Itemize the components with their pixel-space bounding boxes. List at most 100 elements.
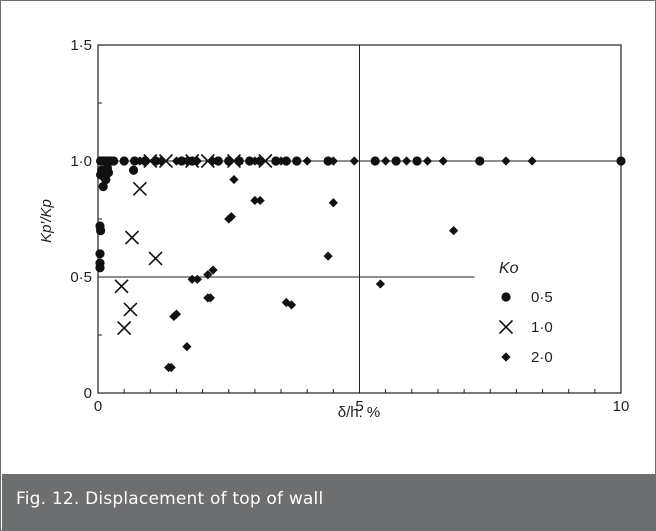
data-point-diamond [171, 156, 182, 166]
x-axis-label: δ/h: % [338, 404, 381, 421]
data-point-diamond [401, 156, 412, 166]
data-point-circle [96, 226, 106, 236]
figure-caption: Fig. 12. Displacement of top of wall [16, 489, 324, 509]
data-point-diamond [135, 156, 145, 166]
legend: Ko 0·5 1·0 2·0 [498, 260, 553, 366]
data-point-cross [158, 153, 174, 169]
cross-stroke [498, 319, 514, 335]
y-tick-label: 1·5 [70, 37, 92, 54]
data-point-diamond [328, 198, 338, 208]
data-point-circle [95, 249, 105, 259]
data-point-diamond [203, 270, 213, 280]
data-point-cross [124, 230, 140, 245]
data-point-diamond [182, 156, 192, 166]
cross-stroke [123, 302, 138, 317]
legend-label: 1·0 [531, 319, 553, 336]
data-point-diamond [381, 156, 391, 166]
data-point-diamond [187, 274, 197, 284]
data-point-circle [119, 156, 129, 166]
cross-stroke [158, 153, 174, 169]
x-tick-label: 0 [94, 398, 102, 415]
data-point-circle [213, 156, 223, 166]
reference-lines [98, 45, 621, 393]
data-point-circle [475, 156, 485, 166]
data-point-circle [177, 156, 187, 166]
tick-marks [97, 44, 622, 394]
cross-stroke [200, 153, 215, 169]
legend-label: 0·5 [531, 289, 553, 306]
data-point-circle [271, 156, 281, 166]
legend-marker-circle [501, 292, 511, 302]
legend-entries: 0·5 1·0 2·0 [498, 289, 553, 366]
legend-marker-cross [498, 319, 514, 335]
data-point-diamond [208, 265, 218, 275]
data-point-cross [200, 153, 215, 169]
series-cross [114, 153, 273, 336]
cross-stroke [117, 320, 132, 336]
data-point-diamond [229, 174, 239, 185]
y-tick-label: 0 [84, 385, 92, 402]
data-point-diamond [323, 251, 333, 261]
data-point-circle [292, 156, 302, 166]
data-point-diamond [224, 214, 234, 224]
data-point-cross [123, 302, 138, 317]
data-point-diamond [286, 300, 297, 310]
data-point-diamond [192, 274, 202, 284]
data-point-diamond [375, 279, 386, 289]
data-point-circle [98, 181, 108, 192]
series-circle [95, 156, 626, 273]
data-point-cross [143, 153, 158, 169]
data-point-diamond [527, 156, 537, 166]
data-point-circle [95, 258, 105, 268]
data-point-diamond [422, 156, 433, 166]
data-point-cross [226, 153, 242, 169]
data-point-diamond [171, 309, 182, 319]
data-point-circle [281, 156, 291, 166]
data-point-diamond [281, 297, 291, 308]
data-point-circle [128, 165, 139, 175]
cross-stroke [143, 153, 158, 169]
data-point-diamond [208, 156, 218, 166]
data-point-diamond [182, 342, 192, 352]
data-point-diamond [255, 195, 265, 206]
x-tick-label: 10 [613, 398, 630, 415]
legend-title: Ko [499, 260, 519, 277]
cross-stroke [132, 181, 147, 196]
data-markers [95, 153, 626, 373]
cross-stroke [148, 251, 163, 266]
legend-marker-diamond [501, 352, 511, 362]
cross-stroke [114, 279, 129, 294]
data-point-diamond [156, 156, 166, 166]
data-point-cross [117, 320, 132, 336]
data-point-circle [412, 156, 422, 166]
data-point-cross [148, 251, 163, 266]
cross-stroke [226, 153, 242, 169]
data-point-diamond [192, 156, 202, 166]
data-point-diamond [449, 226, 459, 236]
data-point-diamond [166, 362, 176, 373]
data-point-circle [616, 156, 626, 166]
data-point-circle [103, 168, 114, 178]
data-point-circle [323, 156, 333, 166]
data-point-diamond [328, 156, 338, 166]
data-point-cross [114, 279, 129, 294]
data-point-diamond [302, 156, 312, 166]
series-diamond [135, 156, 537, 373]
y-axis-label: Kp′/Kp [38, 199, 55, 243]
data-point-circle [245, 156, 255, 166]
data-point-diamond [349, 156, 359, 166]
data-point-circle [101, 174, 111, 185]
data-point-diamond [501, 156, 511, 166]
scatter-chart: 0 5 10 0 0·5 1·0 1·5 δ/h: % Kp′/Kp Ko 0·5 1·0 2·… [38, 37, 630, 421]
data-point-circle [130, 156, 140, 166]
x-tick-label: 5 [355, 398, 363, 415]
data-point-diamond [438, 156, 448, 166]
data-point-diamond [276, 156, 286, 166]
cross-stroke [258, 153, 273, 169]
data-point-diamond [205, 293, 216, 303]
data-point-circle [391, 156, 401, 166]
data-point-diamond [250, 156, 260, 166]
data-point-circle [370, 156, 380, 166]
data-point-circle [234, 156, 244, 166]
